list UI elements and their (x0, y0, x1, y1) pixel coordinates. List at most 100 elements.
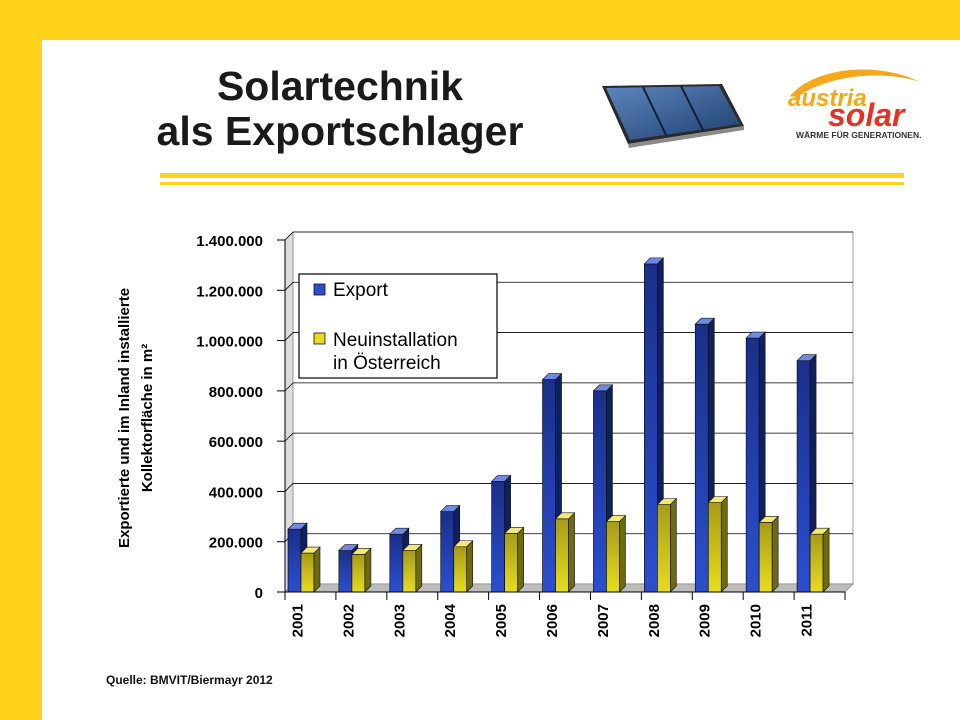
bar-neuinstallation (605, 514, 627, 593)
bar-neuinstallation (758, 515, 779, 593)
bar-top (402, 544, 423, 551)
bar-top (707, 496, 728, 503)
bar-front (389, 533, 404, 593)
x-tick-label: 2005 (493, 604, 510, 637)
bar-front (453, 546, 468, 593)
y-tick-label: 1.000.000 (196, 334, 263, 351)
y-tick-label: 400.000 (209, 484, 263, 501)
bar-neuinstallation (453, 540, 474, 593)
x-tick-label: 2004 (442, 603, 459, 637)
solar-panel-icon (602, 84, 744, 148)
bar-top (809, 527, 830, 535)
bar-side (415, 543, 423, 593)
y-tick-label: 200.000 (209, 535, 263, 552)
logo-tagline: WÄRME FÜR GENERATIONEN. (796, 130, 921, 140)
bar-top (694, 317, 715, 325)
bar-front (402, 550, 417, 593)
bar-export (440, 504, 461, 593)
bar-side (670, 497, 677, 593)
x-tick-label: 2006 (544, 604, 561, 637)
title-underline-thick (160, 173, 904, 178)
bar-top (656, 498, 678, 505)
bar-front (300, 552, 315, 593)
gridline-depth (284, 332, 294, 341)
bar-top (389, 527, 410, 535)
slide-title: Solartechnik als Exportschlager (60, 64, 620, 154)
bar-top (351, 547, 372, 555)
bar-front (504, 533, 518, 593)
gridline-depth (284, 382, 294, 392)
bar-front (555, 518, 569, 593)
bar-side (720, 495, 728, 593)
y-axis-label-line-1: Exportierte und im Inland installierte (116, 288, 133, 548)
austria-solar-logo: austria solar WÄRME FÜR GENERATIONEN. (788, 69, 921, 140)
x-tick-label: 2001 (289, 604, 306, 637)
bar-side (619, 514, 626, 593)
legend-swatch-neuinstallation (313, 332, 326, 345)
legend-label-export: Export (333, 280, 389, 301)
bar-top (453, 540, 474, 548)
bar-front (287, 528, 302, 593)
bar-side (517, 526, 524, 593)
bar-front (542, 379, 556, 593)
gridline-depth (284, 432, 294, 442)
bar-front (758, 522, 773, 593)
source-note: Quelle: BMVIT/Biermayr 2012 (106, 673, 273, 687)
bar-side (771, 515, 779, 593)
y-tick-label: 600.000 (209, 434, 263, 451)
bar-top (338, 544, 359, 551)
bar-neuinstallation (503, 526, 525, 593)
gridline-depth (284, 282, 294, 291)
bar-neuinstallation (402, 543, 423, 593)
bar-neuinstallation (300, 546, 321, 593)
bar-top (490, 475, 512, 482)
bar-front (491, 481, 505, 593)
y-tick-label: 800.000 (209, 384, 263, 401)
legend-box (298, 273, 498, 379)
bar-top (643, 257, 665, 265)
chart-tick-labels: 0 200.000 400.000 600.000 800.000 1.000.000 1.… (196, 233, 846, 637)
y-tick-label: 1.200.000 (196, 283, 263, 300)
logo-word-austria: austria (788, 85, 867, 112)
bar-side (568, 512, 575, 593)
x-tick-label: 2010 (748, 604, 765, 637)
x-tick-label: 2011 (799, 604, 816, 637)
bar-front (657, 504, 671, 593)
bar-front (440, 511, 455, 593)
bar-front (351, 553, 366, 593)
legend-swatch-export (313, 283, 326, 296)
top-frame-band (0, 0, 960, 40)
y-tick-label: 1.400.000 (196, 233, 263, 250)
bar-chart: 0 200.000 400.000 600.000 800.000 1.000.000 1.… (116, 231, 854, 637)
bar-neuinstallation (707, 495, 728, 593)
bar-top (758, 516, 779, 523)
bar-front (606, 521, 620, 593)
bar-front (809, 533, 824, 593)
bar-front (796, 360, 811, 593)
bar-front (694, 323, 709, 593)
bar-top (541, 373, 563, 380)
bar-side (822, 527, 830, 593)
title-line-2: als Exportschlager (156, 108, 524, 154)
bar-front (707, 502, 722, 593)
legend-label-neuinstallation-line-1: Neuinstallation (333, 330, 458, 351)
x-tick-label: 2008 (646, 604, 663, 637)
bar-front (745, 337, 760, 593)
title-underline-thin (160, 182, 904, 185)
bar-front (338, 550, 353, 593)
bar-top (554, 512, 576, 520)
y-axis-label-line-2: Kollektorfläche in m² (139, 344, 156, 492)
bar-neuinstallation (656, 497, 678, 593)
bar-neuinstallation (351, 547, 372, 593)
x-tick-label: 2002 (340, 604, 357, 637)
bar-top (440, 505, 461, 512)
x-tick-label: 2007 (595, 604, 612, 637)
bar-top (796, 354, 817, 361)
y-tick-label: 0 (255, 585, 263, 602)
bar-top (300, 546, 321, 554)
bar-front (593, 390, 607, 593)
gridline-depth (284, 483, 294, 492)
legend-label-neuinstallation-line-2: in Österreich (333, 353, 441, 374)
x-tick-label: 2003 (391, 604, 408, 637)
bar-top (503, 527, 525, 534)
